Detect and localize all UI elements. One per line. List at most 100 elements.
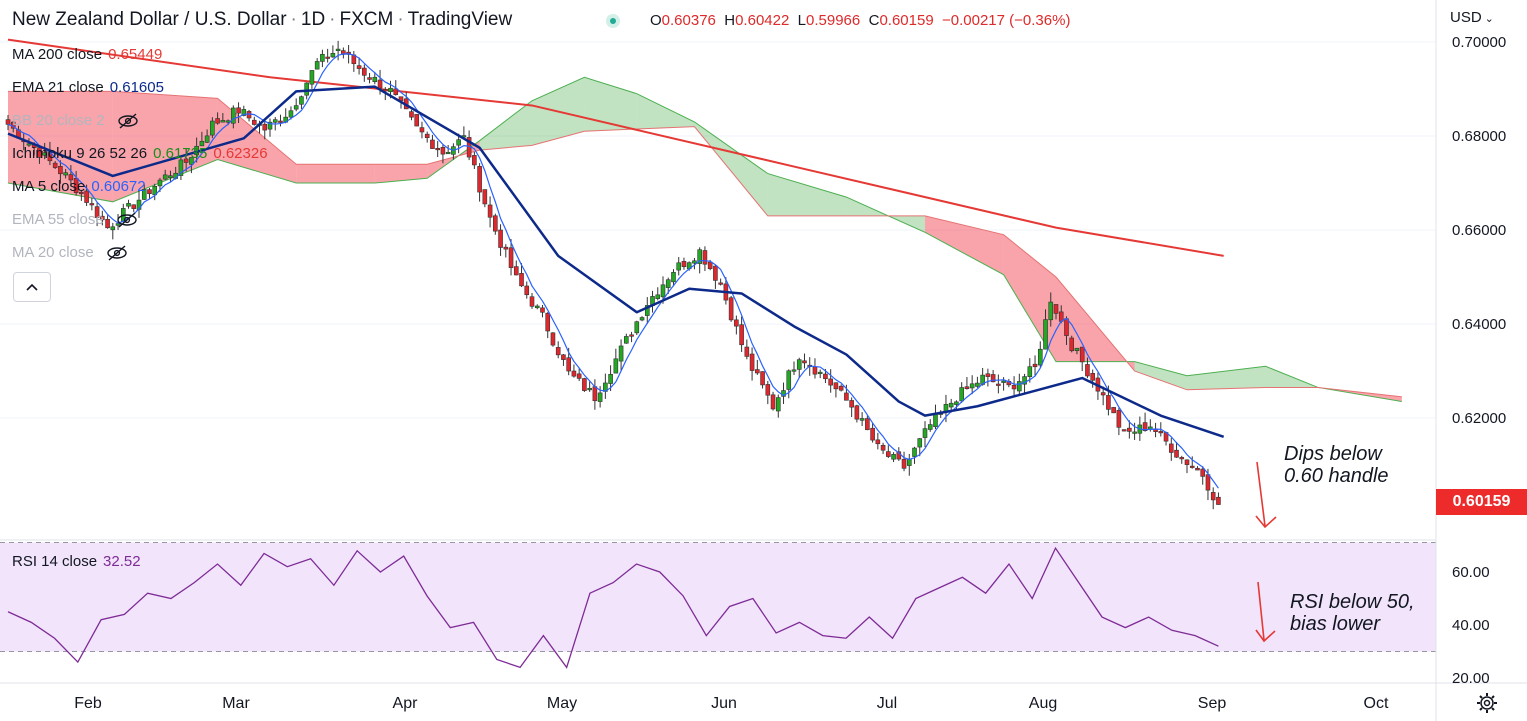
price-annotation: Dips below 0.60 handle <box>1284 443 1389 487</box>
legend-ichimoku-value: 0.61735 <box>153 145 208 162</box>
candle-up <box>697 249 702 264</box>
candle-up <box>210 120 215 136</box>
legend-ema55[interactable]: EMA 55 close <box>12 211 138 228</box>
legend-ma5[interactable]: MA 5 close 0.60672 <box>12 178 146 195</box>
candle-up <box>613 358 619 374</box>
candle-down <box>901 458 907 469</box>
candle-down <box>1195 467 1200 471</box>
candle-down <box>550 332 556 346</box>
eye-hidden-icon[interactable] <box>117 113 139 129</box>
ichimoku-cloud-segment <box>925 215 1004 275</box>
candle-down <box>1090 372 1095 381</box>
symbol-title[interactable]: New Zealand Dollar / U.S. Dollar · 1D · FXCM… <box>12 9 513 30</box>
data-source: FXCM <box>339 9 394 30</box>
candle-up <box>267 121 273 130</box>
candle-up <box>293 105 299 110</box>
time-tick-label: Feb <box>74 695 102 712</box>
candle-down <box>755 369 760 374</box>
legend-ma20[interactable]: MA 20 close <box>12 244 128 261</box>
time-tick-label: May <box>547 695 577 712</box>
interval-label[interactable]: 1D <box>300 9 326 30</box>
price-tick-label: 0.64000 <box>1452 316 1506 333</box>
candle-down <box>1100 392 1106 396</box>
candle-up <box>204 135 210 143</box>
candle-down <box>985 373 991 377</box>
candle-up <box>534 305 540 309</box>
candle-down <box>880 444 886 451</box>
candle-up <box>933 413 938 428</box>
time-tick-label: Jun <box>711 695 737 712</box>
rsi-tick-label: 60.00 <box>1452 564 1490 581</box>
currency-selector[interactable]: USD ⌄ <box>1450 9 1494 26</box>
candle-up <box>587 387 592 391</box>
eye-hidden-icon[interactable] <box>106 245 128 261</box>
ichimoku-cloud-segment <box>694 121 768 216</box>
candle-up <box>969 383 975 389</box>
legend-ema21[interactable]: EMA 21 close 0.61605 <box>12 79 164 96</box>
rsi-annotation: RSI below 50, bias lower <box>1290 591 1415 635</box>
candle-down <box>183 158 189 163</box>
candle-down <box>555 347 561 356</box>
candle-down <box>566 357 571 372</box>
candle-up <box>660 284 666 298</box>
candle-up <box>335 48 341 51</box>
candle-down <box>105 218 110 229</box>
candle-down <box>1158 431 1164 434</box>
candle-down <box>84 190 89 203</box>
candle-down <box>1106 395 1111 410</box>
candle-down <box>886 451 891 457</box>
chevron-up-icon <box>26 283 38 291</box>
candle-down <box>246 111 252 119</box>
legend-bb20[interactable]: BB 20 close 2 <box>12 112 139 129</box>
candle-down <box>73 178 79 193</box>
candle-down <box>393 88 399 95</box>
candle-up <box>975 382 980 387</box>
candle-up <box>231 107 236 124</box>
candle-up <box>162 174 168 180</box>
low-value: 0.59966 <box>806 12 861 29</box>
candle-up <box>330 53 336 58</box>
price-arrow-head <box>1255 515 1277 529</box>
low-label: L <box>797 12 807 29</box>
candle-down <box>1011 384 1017 390</box>
candle-down <box>1216 496 1221 505</box>
candle-down <box>362 67 367 76</box>
candle-down <box>482 189 488 205</box>
time-tick-label: Aug <box>1029 695 1057 712</box>
eye-hidden-icon[interactable] <box>116 212 138 228</box>
candle-down <box>990 374 996 383</box>
candle-up <box>388 87 393 93</box>
candle-up <box>141 189 147 200</box>
candle-down <box>996 383 1001 386</box>
candle-down <box>1085 364 1090 377</box>
candle-down <box>844 392 849 401</box>
candle-down <box>493 215 498 232</box>
candle-down <box>1174 449 1179 458</box>
ichimoku-cloud-segment <box>1187 366 1266 390</box>
legend-ema21-value: 0.61605 <box>109 79 164 96</box>
candle-down <box>89 203 95 206</box>
candle-up <box>608 373 613 384</box>
candle-down <box>37 147 42 158</box>
candle-up <box>954 401 959 405</box>
candle-up <box>1132 431 1137 434</box>
gear-icon[interactable] <box>1476 692 1498 714</box>
rsi-tick-label: 20.00 <box>1452 670 1490 687</box>
collapse-legend-button[interactable] <box>13 272 51 302</box>
legend-ichimoku[interactable]: Ichimoku 9 26 52 26 0.61735 0.62326 <box>12 145 268 162</box>
rsi-annotation-line1: RSI below 50, <box>1290 591 1415 613</box>
time-tick-label: Jul <box>877 695 897 712</box>
legend-ma200[interactable]: MA 200 close 0.65449 <box>12 46 162 63</box>
candle-up <box>189 157 194 165</box>
ichimoku-span-b <box>8 90 1402 398</box>
candle-down <box>1069 337 1075 352</box>
legend-rsi[interactable]: RSI 14 close 32.52 <box>12 553 141 570</box>
price-arrow-shaft <box>1256 461 1266 527</box>
legend-rsi-value: 32.52 <box>103 553 141 570</box>
candle-down <box>1200 468 1206 477</box>
candle-down <box>964 386 970 389</box>
candle-up <box>199 140 205 147</box>
candle-down <box>424 133 430 139</box>
candle-up <box>168 175 173 178</box>
